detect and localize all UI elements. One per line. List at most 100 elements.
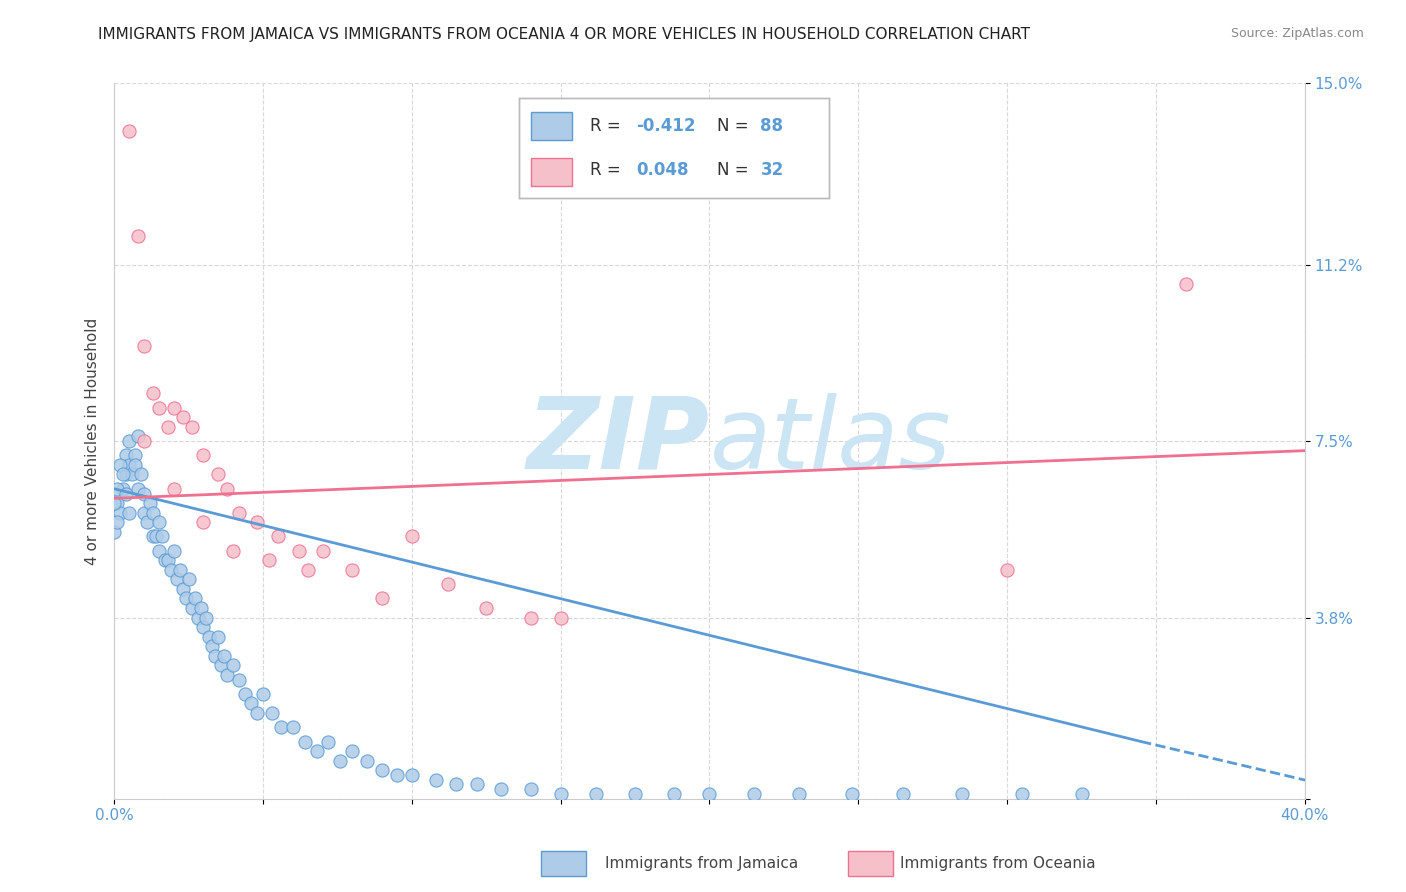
Point — [118, 124, 141, 138]
Point — [108, 458, 131, 472]
Point — [305, 744, 328, 758]
Point — [105, 515, 128, 529]
Point — [371, 763, 394, 777]
Point — [127, 229, 149, 244]
Point — [108, 506, 131, 520]
Point — [204, 648, 226, 663]
Point — [193, 515, 215, 529]
Point — [180, 419, 202, 434]
Point — [118, 506, 141, 520]
Point — [281, 720, 304, 734]
Point — [841, 787, 863, 801]
Point — [142, 529, 165, 543]
Point — [699, 787, 721, 801]
Text: atlas: atlas — [710, 392, 950, 490]
Point — [891, 787, 914, 801]
Point — [436, 577, 458, 591]
Point — [127, 429, 149, 443]
Text: IMMIGRANTS FROM JAMAICA VS IMMIGRANTS FROM OCEANIA 4 OR MORE VEHICLES IN HOUSEHO: IMMIGRANTS FROM JAMAICA VS IMMIGRANTS FR… — [98, 27, 1031, 42]
Point — [662, 787, 685, 801]
Point — [115, 449, 138, 463]
Point — [550, 787, 572, 801]
Point — [342, 744, 364, 758]
Point — [465, 777, 488, 791]
Point — [489, 782, 512, 797]
Point — [446, 777, 468, 791]
Point — [172, 410, 194, 425]
Point — [148, 543, 170, 558]
Point — [112, 482, 135, 496]
Point — [425, 772, 447, 787]
Point — [233, 687, 256, 701]
Point — [183, 591, 205, 606]
Point — [267, 529, 290, 543]
Point — [124, 458, 146, 472]
Text: Source: ZipAtlas.com: Source: ZipAtlas.com — [1230, 27, 1364, 40]
Point — [132, 339, 155, 353]
Point — [217, 667, 239, 681]
Point — [198, 630, 221, 644]
Point — [207, 467, 229, 482]
Point — [228, 506, 250, 520]
Point — [148, 515, 170, 529]
Point — [103, 496, 125, 510]
Point — [145, 529, 167, 543]
Point — [209, 658, 232, 673]
Point — [294, 734, 316, 748]
Point — [166, 573, 188, 587]
Point — [371, 591, 394, 606]
Point — [129, 467, 152, 482]
Point — [1011, 787, 1033, 801]
Point — [401, 768, 423, 782]
Point — [520, 782, 543, 797]
Point — [246, 515, 269, 529]
Point — [105, 482, 128, 496]
Point — [115, 486, 138, 500]
Point — [787, 787, 810, 801]
Point — [163, 401, 186, 415]
Point — [172, 582, 194, 596]
Point — [142, 386, 165, 401]
Point — [356, 754, 378, 768]
Point — [190, 601, 212, 615]
Point — [475, 601, 498, 615]
Point — [148, 401, 170, 415]
Point — [132, 506, 155, 520]
Point — [186, 610, 208, 624]
Point — [1070, 787, 1092, 801]
Point — [193, 620, 215, 634]
Point — [132, 434, 155, 449]
Point — [121, 467, 143, 482]
Point — [115, 467, 138, 482]
Point — [153, 553, 176, 567]
Point — [177, 573, 200, 587]
Point — [156, 553, 179, 567]
Point — [995, 563, 1018, 577]
Point — [180, 601, 202, 615]
Point — [174, 591, 197, 606]
Point — [624, 787, 647, 801]
Point — [1174, 277, 1197, 291]
Point — [207, 630, 229, 644]
Point — [228, 673, 250, 687]
Point — [127, 482, 149, 496]
Point — [342, 563, 364, 577]
Point — [385, 768, 408, 782]
Point — [257, 553, 280, 567]
Point — [163, 543, 186, 558]
Point — [195, 610, 218, 624]
Point — [169, 563, 191, 577]
Point — [287, 543, 309, 558]
Point — [156, 419, 179, 434]
Point — [222, 543, 245, 558]
Point — [214, 648, 236, 663]
Point — [193, 449, 215, 463]
Point — [270, 720, 292, 734]
Point — [124, 449, 146, 463]
Point — [252, 687, 274, 701]
Point — [318, 734, 340, 748]
Point — [550, 610, 572, 624]
Point — [742, 787, 765, 801]
Point — [585, 787, 607, 801]
Text: Immigrants from Jamaica: Immigrants from Jamaica — [605, 856, 797, 871]
